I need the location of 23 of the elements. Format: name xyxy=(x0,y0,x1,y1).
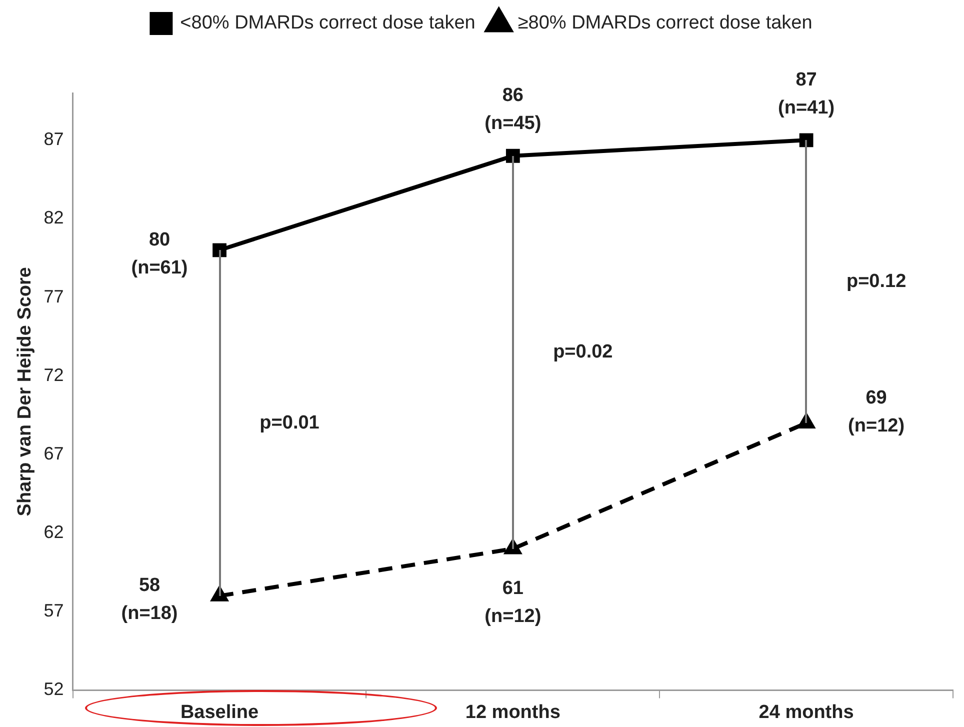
x-tick-label: 24 months xyxy=(758,702,854,723)
annotation: p=0.12 xyxy=(846,270,906,292)
data-label: 69 (n=12) xyxy=(848,387,905,436)
y-tick-label: 52 xyxy=(44,679,64,700)
y-tick-label: 67 xyxy=(44,443,64,464)
y-tick-label: 82 xyxy=(44,208,64,228)
x-tick-label: Baseline xyxy=(180,702,259,723)
data-label: 61 (n=12) xyxy=(484,578,542,627)
data-label: 80 (n=61) xyxy=(131,229,188,278)
y-tick-label: 72 xyxy=(44,364,64,385)
legend-label: ≥80% DMARDs correct dose taken xyxy=(518,12,812,34)
annotation: p=0.01 xyxy=(260,412,320,434)
annotation: p=0.02 xyxy=(553,342,613,363)
y-tick-label: 87 xyxy=(44,129,64,150)
data-label: 87 (n=41) xyxy=(778,69,835,118)
x-tick-label: 12 months xyxy=(465,702,560,723)
data-label: 86 (n=45) xyxy=(484,85,542,134)
y-tick-label: 57 xyxy=(44,600,64,621)
y-tick-label: 77 xyxy=(44,286,64,306)
y-axis-title: Sharp van Der Heijde Score xyxy=(14,266,36,516)
y-tick-label: 62 xyxy=(44,522,64,542)
legend-label: <80% DMARDs correct dose taken xyxy=(180,12,476,34)
data-label: 58 (n=18) xyxy=(121,575,178,624)
